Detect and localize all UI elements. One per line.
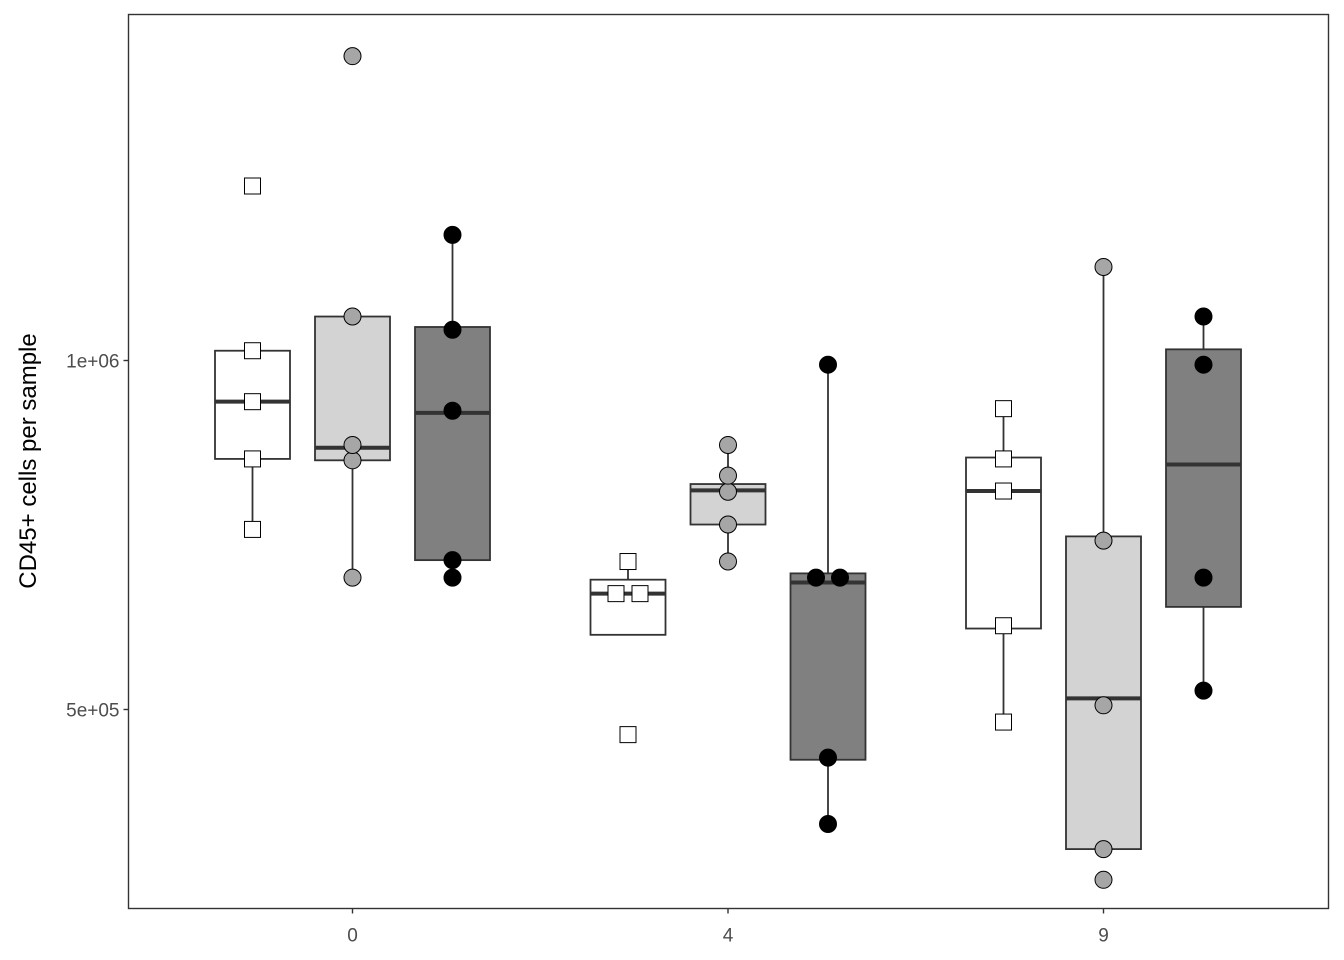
box-group — [689, 435, 767, 571]
box — [1065, 535, 1142, 851]
data-point — [1094, 840, 1113, 859]
data-point — [1094, 257, 1113, 276]
data-point — [995, 400, 1012, 418]
data-point — [819, 355, 837, 374]
data-point — [719, 515, 737, 534]
x-tick-label: 9 — [1098, 926, 1109, 947]
data-point — [619, 726, 637, 744]
data-point — [343, 451, 362, 470]
box-group — [214, 177, 291, 538]
data-point — [343, 47, 362, 66]
box — [789, 572, 867, 761]
data-point — [244, 450, 261, 468]
box-group — [1165, 307, 1242, 700]
data-point — [819, 814, 837, 833]
x-tick-label: 0 — [347, 926, 358, 947]
data-point — [443, 568, 462, 587]
y-tick-label: 5e+05 — [66, 701, 119, 722]
data-point — [995, 713, 1012, 731]
data-point — [619, 553, 637, 571]
box-group — [589, 553, 667, 744]
data-point — [443, 225, 462, 244]
data-point — [343, 435, 362, 454]
data-point — [631, 585, 649, 603]
data-point — [443, 320, 462, 339]
data-point — [719, 482, 737, 501]
data-point — [831, 568, 849, 587]
x-tick-label: 4 — [723, 926, 734, 947]
y-tick-label: 1e+06 — [66, 352, 119, 373]
data-point — [343, 307, 362, 326]
box-group — [789, 355, 867, 833]
data-point — [719, 552, 737, 571]
box — [589, 578, 667, 636]
data-layer — [214, 47, 1242, 889]
data-point — [1194, 307, 1213, 326]
data-point — [819, 748, 837, 767]
data-point — [995, 482, 1012, 500]
data-point — [443, 401, 462, 420]
box-group — [1065, 257, 1142, 889]
data-point — [244, 177, 261, 195]
data-point — [995, 617, 1012, 635]
data-point — [244, 342, 261, 360]
data-point — [719, 435, 737, 454]
box-group — [965, 400, 1042, 731]
box — [1165, 348, 1242, 608]
box — [414, 326, 491, 562]
data-point — [244, 520, 261, 538]
data-point — [343, 568, 362, 587]
data-point — [443, 551, 462, 570]
data-point — [244, 393, 261, 411]
box-group — [414, 225, 491, 587]
data-point — [1194, 681, 1213, 700]
data-point — [607, 585, 625, 603]
data-point — [1094, 696, 1113, 715]
data-point — [807, 568, 825, 587]
y-axis-title: CD45+ cells per sample — [15, 333, 42, 588]
data-point — [1194, 568, 1213, 587]
data-point — [1094, 531, 1113, 550]
box-group — [314, 47, 391, 587]
axis-layer: 5e+05 1e+06 0 4 9 — [66, 352, 1109, 947]
data-point — [1094, 870, 1113, 889]
data-point — [719, 466, 737, 485]
data-point — [1194, 355, 1213, 374]
data-point — [995, 450, 1012, 468]
